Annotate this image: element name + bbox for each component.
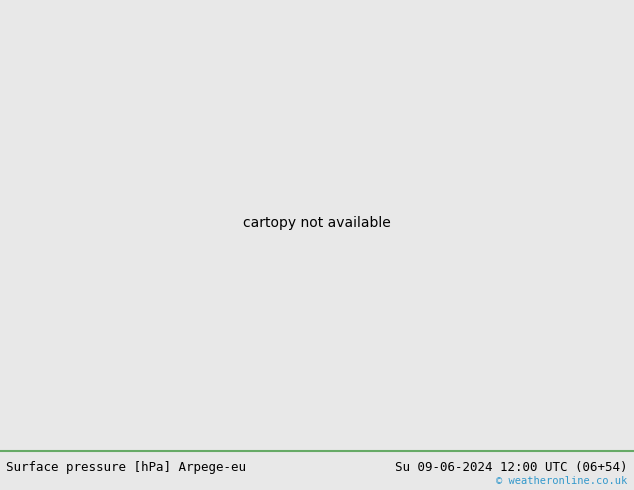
- Text: Surface pressure [hPa] Arpege-eu: Surface pressure [hPa] Arpege-eu: [6, 461, 247, 473]
- Text: Su 09-06-2024 12:00 UTC (06+54): Su 09-06-2024 12:00 UTC (06+54): [395, 461, 628, 473]
- Text: cartopy not available: cartopy not available: [243, 216, 391, 230]
- Text: © weatheronline.co.uk: © weatheronline.co.uk: [496, 476, 628, 487]
